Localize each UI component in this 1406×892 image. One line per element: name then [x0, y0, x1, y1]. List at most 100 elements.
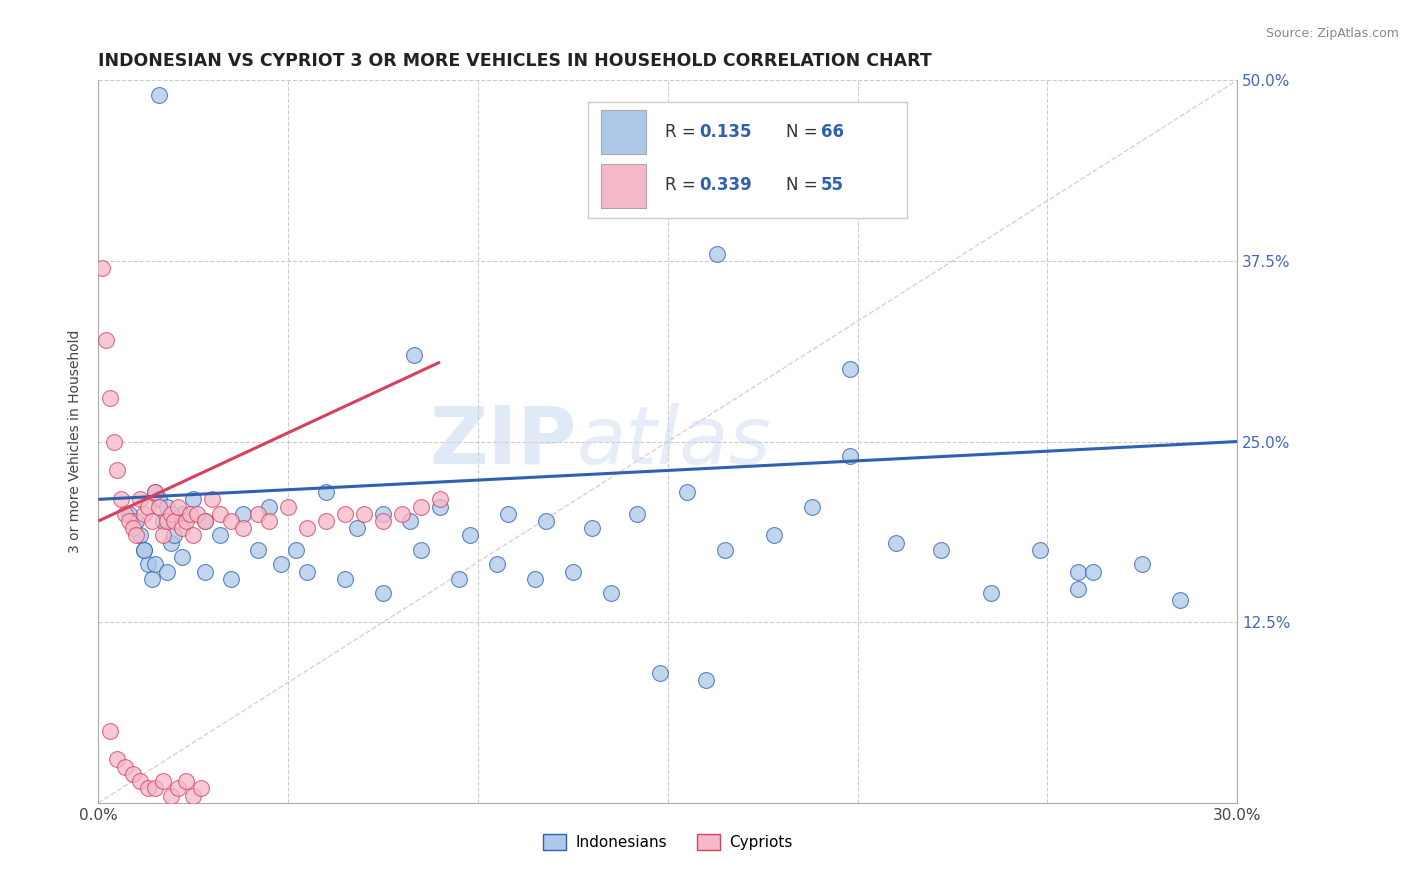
Point: [136, 500, 159, 514]
Point: [183, 492, 205, 507]
Point: [174, 514, 197, 528]
Point: [186, 507, 208, 521]
Point: [107, 463, 129, 477]
Point: [371, 514, 394, 528]
Point: [277, 500, 299, 514]
Point: [335, 572, 357, 586]
Point: [581, 521, 603, 535]
Point: [194, 514, 217, 528]
Point: [136, 558, 159, 572]
Point: [156, 514, 179, 528]
Point: [145, 558, 167, 572]
Point: [170, 550, 193, 565]
Point: [98, 391, 121, 405]
Point: [929, 542, 952, 557]
Point: [179, 507, 201, 521]
Point: [498, 507, 520, 521]
Point: [371, 586, 394, 600]
Point: [600, 586, 623, 600]
Point: [221, 572, 243, 586]
Point: [346, 521, 368, 535]
Point: [411, 500, 433, 514]
Point: [259, 514, 281, 528]
Point: [232, 507, 254, 521]
Point: [118, 514, 141, 528]
Point: [170, 521, 193, 535]
Point: [1132, 558, 1154, 572]
Point: [118, 507, 141, 521]
Point: [145, 485, 167, 500]
Point: [335, 507, 357, 521]
Point: [152, 528, 174, 542]
Point: [706, 246, 728, 260]
Point: [183, 789, 205, 803]
Point: [1081, 565, 1104, 579]
Point: [839, 449, 862, 463]
Point: [429, 492, 451, 507]
Point: [167, 500, 190, 514]
Point: [98, 723, 121, 738]
Point: [190, 781, 212, 796]
Point: [132, 507, 155, 521]
Point: [270, 558, 292, 572]
Point: [801, 500, 824, 514]
Point: [194, 514, 217, 528]
Text: ZIP: ZIP: [429, 402, 576, 481]
Point: [695, 673, 717, 687]
Point: [159, 507, 181, 521]
Point: [524, 572, 547, 586]
Point: [141, 572, 163, 586]
Point: [163, 514, 186, 528]
Point: [884, 535, 907, 549]
Point: [246, 507, 269, 521]
Point: [141, 514, 163, 528]
Point: [315, 514, 337, 528]
Point: [125, 528, 148, 542]
Point: [152, 514, 174, 528]
Point: [208, 507, 231, 521]
Point: [371, 507, 394, 521]
Point: [107, 752, 129, 766]
Point: [449, 572, 471, 586]
Point: [156, 565, 179, 579]
Point: [297, 521, 319, 535]
Text: atlas: atlas: [576, 402, 772, 481]
Point: [297, 565, 319, 579]
Point: [1067, 565, 1090, 579]
Text: Source: ZipAtlas.com: Source: ZipAtlas.com: [1265, 27, 1399, 40]
Point: [1067, 582, 1090, 596]
Point: [486, 558, 509, 572]
Point: [208, 528, 231, 542]
Y-axis label: 3 or more Vehicles in Household: 3 or more Vehicles in Household: [69, 330, 83, 553]
Point: [1029, 542, 1052, 557]
Point: [353, 507, 375, 521]
Legend: Indonesians, Cypriots: Indonesians, Cypriots: [537, 829, 799, 856]
Point: [232, 521, 254, 535]
Point: [145, 781, 167, 796]
Point: [763, 528, 786, 542]
Point: [174, 774, 197, 789]
Point: [125, 514, 148, 528]
Point: [121, 521, 143, 535]
Point: [167, 781, 190, 796]
Point: [145, 485, 167, 500]
Point: [148, 87, 170, 102]
Point: [132, 542, 155, 557]
Point: [460, 528, 482, 542]
Point: [159, 789, 181, 803]
Point: [315, 485, 337, 500]
Point: [536, 514, 558, 528]
Point: [110, 492, 132, 507]
Point: [121, 767, 143, 781]
Point: [650, 665, 672, 680]
Point: [284, 542, 307, 557]
Point: [676, 485, 699, 500]
Point: [429, 500, 451, 514]
Point: [626, 507, 648, 521]
Point: [201, 492, 224, 507]
Point: [91, 261, 114, 276]
Point: [114, 760, 136, 774]
Point: [562, 565, 585, 579]
Point: [114, 507, 136, 521]
Point: [402, 348, 425, 362]
